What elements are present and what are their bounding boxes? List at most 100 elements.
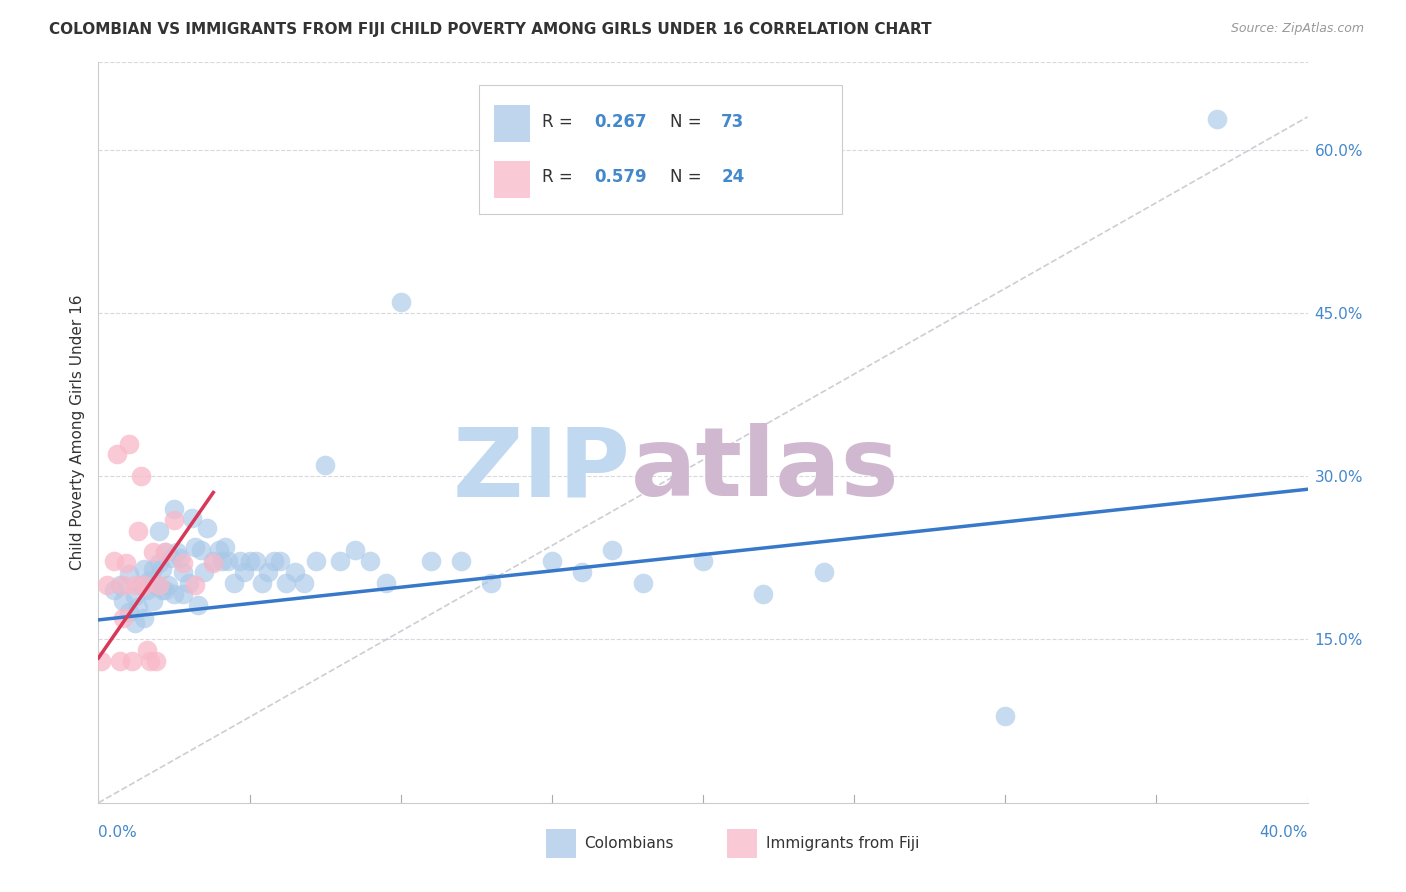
Y-axis label: Child Poverty Among Girls Under 16: Child Poverty Among Girls Under 16 (69, 295, 84, 570)
Text: 0.579: 0.579 (595, 169, 647, 186)
Text: 40.0%: 40.0% (1260, 825, 1308, 840)
Point (193, 565, 215, 579)
Point (108, 578, 131, 592)
Point (108, 654, 131, 668)
Point (245, 554, 267, 568)
Text: N =: N = (671, 112, 707, 130)
Point (124, 589, 146, 603)
Point (135, 583, 157, 598)
Text: atlas: atlas (630, 423, 898, 516)
Point (631, 575, 654, 590)
Point (111, 578, 134, 592)
Point (156, 578, 179, 592)
Point (132, 562, 155, 576)
Text: R =: R = (543, 112, 578, 130)
Point (145, 578, 167, 592)
Text: 0.0%: 0.0% (98, 825, 138, 840)
Point (224, 575, 246, 590)
Point (163, 587, 186, 601)
Point (190, 543, 212, 558)
Point (360, 554, 382, 568)
Point (374, 575, 396, 590)
Text: 0.267: 0.267 (595, 112, 647, 130)
Point (571, 565, 593, 579)
Point (96, 578, 118, 592)
Point (139, 573, 162, 587)
Point (169, 550, 191, 565)
Point (118, 567, 141, 582)
Point (217, 554, 239, 568)
Point (153, 545, 176, 559)
Point (163, 513, 186, 527)
Point (1206, 112, 1229, 126)
Point (389, 295, 412, 310)
Point (202, 556, 225, 570)
Point (124, 578, 146, 592)
Point (179, 575, 201, 590)
Point (148, 578, 170, 592)
Point (292, 575, 315, 590)
FancyBboxPatch shape (479, 85, 842, 214)
Point (239, 554, 262, 568)
Point (153, 583, 176, 598)
Point (103, 583, 125, 598)
Point (127, 599, 149, 614)
Point (114, 556, 136, 570)
Point (229, 554, 252, 568)
Point (111, 594, 134, 608)
Bar (546, 829, 576, 858)
Point (274, 575, 297, 590)
Point (150, 562, 173, 576)
Text: Source: ZipAtlas.com: Source: ZipAtlas.com (1230, 22, 1364, 36)
Text: R =: R = (543, 169, 578, 186)
Point (481, 575, 503, 590)
Text: Colombians: Colombians (585, 836, 673, 851)
Point (103, 554, 125, 568)
Point (269, 554, 291, 568)
Point (163, 501, 186, 516)
Point (129, 578, 152, 592)
Point (329, 554, 352, 568)
Point (813, 565, 835, 579)
Point (181, 510, 204, 524)
Point (153, 545, 176, 559)
Point (692, 554, 714, 568)
Point (256, 565, 278, 579)
Point (232, 565, 254, 579)
Point (142, 594, 165, 608)
Text: COLOMBIAN VS IMMIGRANTS FROM FIJI CHILD POVERTY AMONG GIRLS UNDER 16 CORRELATION: COLOMBIAN VS IMMIGRANTS FROM FIJI CHILD … (49, 22, 932, 37)
Point (263, 554, 285, 568)
Point (172, 565, 194, 579)
Point (118, 436, 141, 450)
Point (111, 611, 134, 625)
Point (184, 578, 207, 592)
Point (994, 708, 1017, 723)
Text: Immigrants from Fiji: Immigrants from Fiji (766, 836, 920, 851)
Point (148, 556, 170, 570)
Point (211, 554, 233, 568)
Point (344, 543, 367, 558)
Point (172, 556, 194, 570)
Text: 73: 73 (721, 112, 744, 130)
Bar (727, 829, 758, 858)
Point (118, 605, 141, 619)
Text: 24: 24 (721, 169, 744, 186)
Point (142, 545, 165, 559)
Point (124, 616, 146, 631)
Point (284, 565, 307, 579)
Point (105, 447, 128, 461)
Point (540, 554, 562, 568)
Bar (494, 105, 530, 143)
Point (90, 654, 112, 668)
Point (150, 583, 173, 598)
Point (202, 554, 225, 568)
Point (195, 521, 218, 535)
Point (135, 643, 157, 657)
Text: ZIP: ZIP (453, 423, 630, 516)
Point (314, 458, 336, 473)
Point (132, 578, 155, 592)
Point (450, 554, 472, 568)
Point (752, 587, 775, 601)
Point (187, 598, 209, 612)
Point (214, 540, 236, 554)
